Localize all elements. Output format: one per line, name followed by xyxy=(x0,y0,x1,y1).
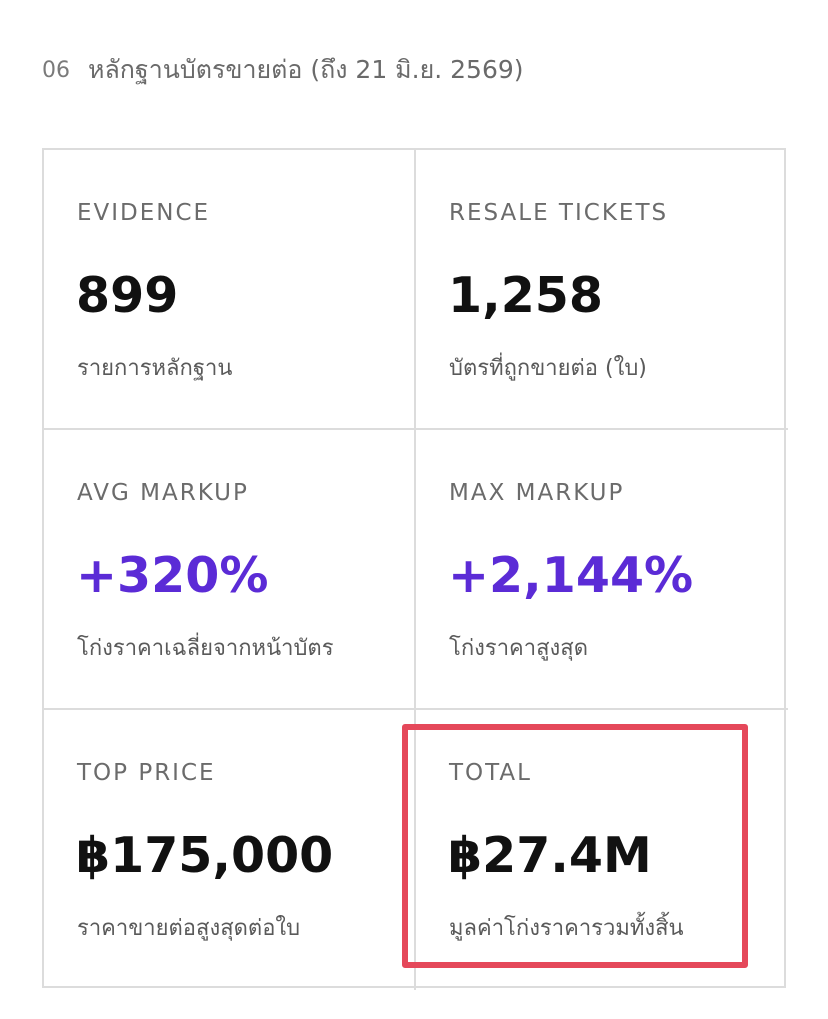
section-title: หลักฐานบัตรขายต่อ (ถึง 21 มิ.ย. 2569) xyxy=(88,55,524,84)
stat-label: AVG MARKUP xyxy=(77,480,249,506)
stat-label: TOP PRICE xyxy=(77,760,216,786)
stat-label: TOTAL xyxy=(449,760,532,786)
stats-grid: EVIDENCE 899 รายการหลักฐาน RESALE TICKET… xyxy=(42,148,788,990)
stat-card-top-price: TOP PRICE ฿175,000 ราคาขายต่อสูงสุดต่อใบ xyxy=(44,710,416,990)
stat-value: ฿27.4M xyxy=(448,827,652,884)
stat-label: RESALE TICKETS xyxy=(449,200,669,226)
stat-value: 1,258 xyxy=(448,267,603,324)
section-header: 06 หลักฐานบัตรขายต่อ (ถึง 21 มิ.ย. 2569) xyxy=(42,50,524,90)
stat-value: 899 xyxy=(76,267,179,324)
stat-value: ฿175,000 xyxy=(76,827,334,884)
stat-caption: ราคาขายต่อสูงสุดต่อใบ xyxy=(77,916,301,941)
stat-label: MAX MARKUP xyxy=(449,480,625,506)
stat-value: +2,144% xyxy=(448,547,694,604)
stat-label: EVIDENCE xyxy=(77,200,211,226)
stat-card-avg-markup: AVG MARKUP +320% โก่งราคาเฉลี่ยจากหน้าบั… xyxy=(44,430,416,710)
stat-card-evidence: EVIDENCE 899 รายการหลักฐาน xyxy=(44,150,416,430)
stat-card-max-markup: MAX MARKUP +2,144% โก่งราคาสูงสุด xyxy=(416,430,788,710)
stat-card-total: TOTAL ฿27.4M มูลค่าโก่งราคารวมทั้งสิ้น xyxy=(416,710,788,990)
stat-caption: โก่งราคาสูงสุด xyxy=(449,636,589,661)
section-number: 06 xyxy=(42,57,70,83)
stat-caption: มูลค่าโก่งราคารวมทั้งสิ้น xyxy=(449,916,684,941)
stat-card-resale-tickets: RESALE TICKETS 1,258 บัตรที่ถูกขายต่อ (ใ… xyxy=(416,150,788,430)
stat-caption: โก่งราคาเฉลี่ยจากหน้าบัตร xyxy=(77,636,334,661)
stat-value: +320% xyxy=(76,547,269,604)
stat-caption: รายการหลักฐาน xyxy=(77,356,233,381)
stat-caption: บัตรที่ถูกขายต่อ (ใบ) xyxy=(449,356,647,381)
